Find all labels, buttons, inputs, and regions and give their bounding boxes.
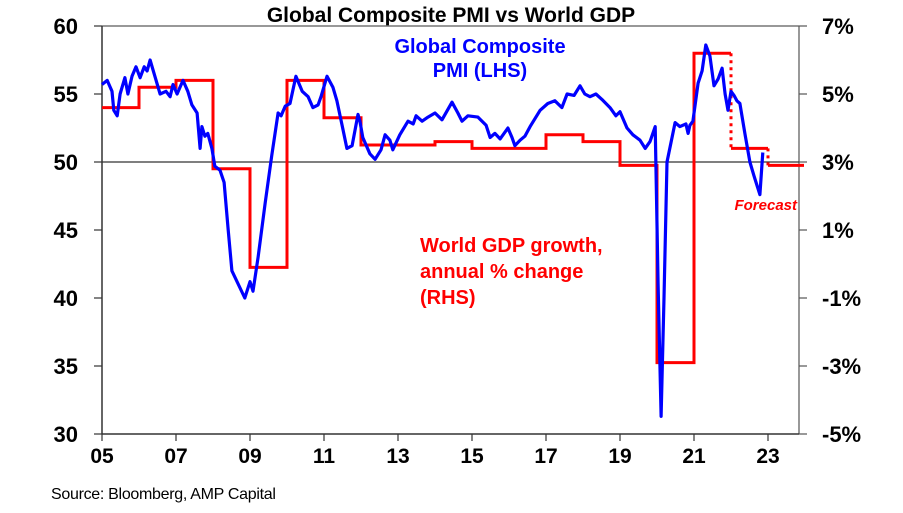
x-tick-label: 15 — [460, 445, 484, 468]
left-tick-label: 50 — [54, 150, 78, 175]
x-tick-label: 07 — [164, 445, 187, 468]
pmi-line — [101, 43, 765, 418]
left-tick-label: 30 — [54, 422, 78, 447]
right-tick-label: 1% — [822, 218, 854, 243]
left-tick-label: 45 — [54, 218, 78, 243]
x-tick-label: 23 — [756, 445, 779, 468]
x-tick-label: 05 — [90, 445, 114, 468]
pmi-series — [101, 43, 765, 418]
gdp-series-label: World GDP growth, — [420, 235, 603, 257]
right-tick-label: 7% — [822, 14, 854, 39]
x-tick-label: 17 — [534, 445, 557, 468]
chart-title: Global Composite PMI vs World GDP — [267, 4, 635, 27]
right-tick-label: -3% — [822, 354, 861, 379]
pmi-series-label: PMI (LHS) — [433, 60, 527, 82]
gdp-step-line — [102, 51, 731, 365]
x-tick-label: 13 — [386, 445, 409, 468]
source-note: Source: Bloomberg, AMP Capital — [51, 486, 276, 503]
left-tick-label: 55 — [54, 82, 78, 107]
right-tick-label: 5% — [822, 82, 854, 107]
right-tick-label: -1% — [822, 286, 861, 311]
left-tick-label: 60 — [54, 14, 78, 39]
gdp-series-label: annual % change — [420, 261, 583, 283]
left-tick-label: 35 — [54, 354, 78, 379]
right-tick-label: -5% — [822, 422, 861, 447]
x-tick-label: 21 — [682, 445, 706, 468]
right-tick-label: 3% — [822, 150, 854, 175]
x-tick-label: 11 — [313, 445, 336, 468]
gdp-series — [102, 51, 804, 365]
x-tick-label: 19 — [608, 445, 631, 468]
tick-labels: 30 35 40 45 50 55 60 -5% -3% -1% 1% 3% 5% 7% 05 07 09 11 1… — [54, 14, 862, 468]
left-tick-label: 40 — [54, 286, 78, 311]
forecast-label: Forecast — [734, 197, 798, 214]
x-tick-label: 09 — [238, 445, 261, 468]
pmi-series-label: Global Composite — [394, 36, 565, 58]
axes — [94, 25, 807, 441]
gdp-series-label: (RHS) — [420, 287, 476, 309]
